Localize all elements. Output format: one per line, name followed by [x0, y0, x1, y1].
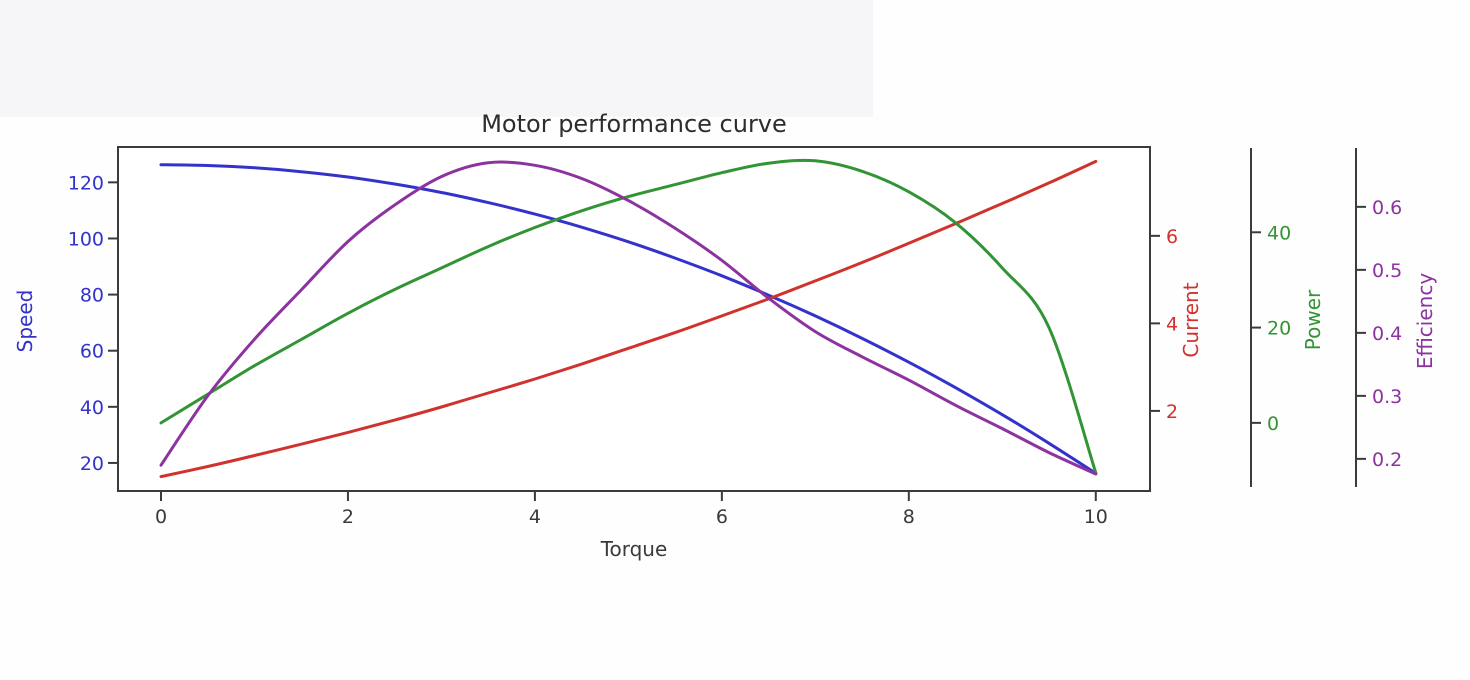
chart-generated-content: 0 2 4 6 8 1020406080100120246020400.20.30.40.…: [68, 146, 1402, 528]
x-tick-label: 8: [903, 506, 915, 528]
y-tick-label: 0.4: [1372, 323, 1402, 345]
x-axis-label: Torque: [600, 537, 668, 561]
series-curve-speed: [159, 163, 1098, 475]
y-tick-label: 0.2: [1372, 449, 1402, 471]
y-tick-label: 0.5: [1372, 260, 1402, 282]
x-tick-label: 10: [1084, 506, 1108, 528]
x-tick-label: 4: [529, 506, 541, 528]
y-tick-label: 0: [1267, 413, 1279, 435]
y-axis-label-speed: Speed: [13, 290, 37, 353]
y-axis-label-power: Power: [1301, 289, 1325, 350]
y-tick-label: 20: [80, 453, 104, 475]
y-tick-label: 60: [80, 341, 104, 363]
y-tick-label: 0.3: [1372, 386, 1402, 408]
y-tick-label: 20: [1267, 318, 1291, 340]
x-tick-label: 0: [155, 506, 167, 528]
background-artifact: [0, 0, 873, 117]
y-axis-label-current: Current: [1179, 282, 1203, 357]
y-tick-label: 40: [80, 397, 104, 419]
y-tick-label: 6: [1166, 226, 1178, 248]
y-tick-label: 100: [68, 228, 104, 250]
chart-title: Motor performance curve: [481, 110, 787, 138]
series-curve-efficiency: [159, 160, 1098, 476]
series-curve-current: [159, 159, 1098, 479]
y-tick-label: 80: [80, 285, 104, 307]
series-curve-power: [159, 158, 1098, 475]
x-tick-label: 2: [342, 506, 354, 528]
y-tick-label: 2: [1166, 401, 1178, 423]
y-tick-label: 4: [1166, 313, 1178, 335]
y-tick-label: 120: [68, 172, 104, 194]
y-tick-label: 0.6: [1372, 197, 1402, 219]
x-tick-label: 6: [716, 506, 728, 528]
y-axis-label-efficiency: Efficiency: [1413, 273, 1437, 370]
y-tick-label: 40: [1267, 222, 1291, 244]
